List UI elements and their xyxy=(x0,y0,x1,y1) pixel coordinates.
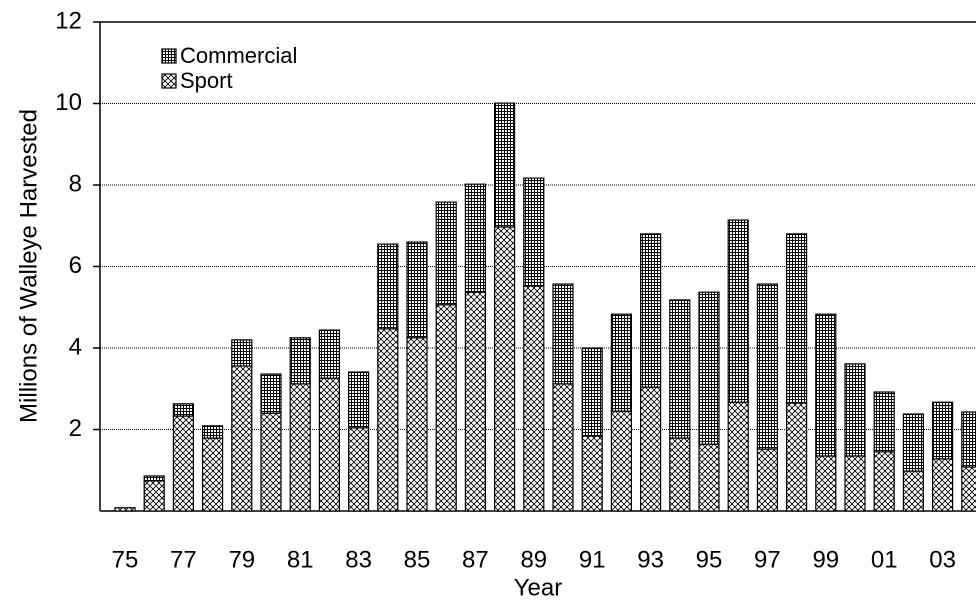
bar-segment xyxy=(639,386,662,512)
bar-segment xyxy=(610,410,633,512)
x-tick-label: 95 xyxy=(696,546,723,573)
bar-segment xyxy=(202,437,224,512)
bar-segment xyxy=(172,415,194,512)
bar-segment xyxy=(756,448,779,512)
bar-segment xyxy=(961,466,976,512)
bar-segment xyxy=(552,383,574,512)
x-tick-label: 85 xyxy=(404,546,431,573)
bar-segment xyxy=(552,283,574,385)
x-tick-label: 77 xyxy=(170,546,197,573)
bar-segment xyxy=(727,401,749,512)
bar-segment xyxy=(143,480,165,512)
bar-segment xyxy=(931,458,954,512)
bar-segment xyxy=(231,365,253,512)
bar-segment xyxy=(406,241,428,339)
x-tick-label: 93 xyxy=(637,546,664,573)
bar-segment xyxy=(289,337,311,385)
bar-segment xyxy=(143,475,165,482)
bar-segment xyxy=(669,437,691,512)
bar-segment xyxy=(610,313,633,412)
x-tick-label: 81 xyxy=(287,546,314,573)
bar-segment xyxy=(231,339,253,367)
bar-segment xyxy=(377,243,399,330)
bar-segment xyxy=(523,177,545,287)
bar-segment xyxy=(785,233,808,404)
legend-swatch xyxy=(161,48,177,64)
bar-segment xyxy=(639,233,662,388)
bar-segment xyxy=(873,451,895,512)
bar-segment xyxy=(581,347,603,437)
y-tick-label: 10 xyxy=(55,89,82,116)
bar-segment xyxy=(844,455,866,512)
legend-label: Commercial xyxy=(180,43,297,68)
x-tick-label: 87 xyxy=(462,546,489,573)
bar-segment xyxy=(318,329,340,379)
y-tick-label: 4 xyxy=(69,333,82,360)
bar-segment xyxy=(464,291,486,512)
x-tick-label: 91 xyxy=(579,546,606,573)
bar-segment xyxy=(435,304,457,512)
y-tick-label: 12 xyxy=(55,7,82,34)
x-tick-label: 03 xyxy=(929,546,956,573)
bar-segment xyxy=(348,427,370,512)
bar-segment xyxy=(406,337,428,512)
x-tick-label: 79 xyxy=(228,546,255,573)
bar-segment xyxy=(435,201,457,306)
y-tick-label: 2 xyxy=(69,415,82,442)
bar-segment xyxy=(494,102,516,228)
bar-segment xyxy=(815,313,837,457)
bar-segment xyxy=(581,435,603,512)
bar-segment xyxy=(318,377,340,512)
y-axis-label: Millions of Walleye Harvested xyxy=(15,109,42,423)
x-tick-label: 97 xyxy=(754,546,781,573)
x-axis-label: Year xyxy=(514,574,563,601)
bar-segment xyxy=(698,443,720,512)
bar-segment xyxy=(289,383,311,512)
x-tick-label: 89 xyxy=(520,546,547,573)
x-tick-label: 01 xyxy=(871,546,898,573)
bar-segment xyxy=(464,183,486,293)
y-tick-label: 6 xyxy=(69,252,82,279)
bar-segment xyxy=(756,283,779,450)
legend-swatch xyxy=(161,73,177,89)
y-tick-label: 8 xyxy=(69,170,82,197)
bar-segment xyxy=(902,470,925,512)
bar-segment xyxy=(931,401,954,460)
bar-segment xyxy=(172,403,194,417)
bar-segment xyxy=(260,373,282,414)
bar-segment xyxy=(494,226,516,512)
bar-segment xyxy=(669,299,691,439)
bar-segment xyxy=(202,425,224,439)
bar-segment xyxy=(348,371,370,429)
bar-segment xyxy=(114,507,136,512)
bar-segment xyxy=(260,412,282,512)
x-tick-label: 99 xyxy=(812,546,839,573)
x-tick-label: 75 xyxy=(112,546,139,573)
bar-segment xyxy=(377,328,399,512)
bar-segment xyxy=(523,285,545,512)
bar-segment xyxy=(785,402,808,512)
bar-segment xyxy=(698,291,720,445)
bar-segment xyxy=(961,411,976,468)
bar-segment xyxy=(727,219,749,403)
bar-segment xyxy=(873,391,895,453)
bar-segment xyxy=(844,363,866,457)
legend-label: Sport xyxy=(180,68,233,93)
bar-segment xyxy=(902,413,925,472)
x-tick-label: 83 xyxy=(345,546,372,573)
bar-segment xyxy=(815,455,837,512)
